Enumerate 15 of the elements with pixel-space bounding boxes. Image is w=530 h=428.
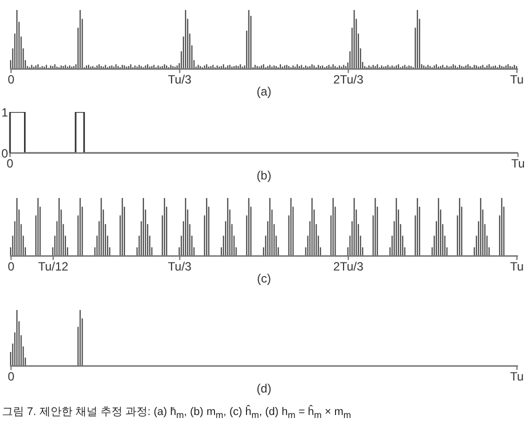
x-axis-title: (d) [256,382,272,396]
x-tick-label: Tu [511,156,525,171]
x-axis-title: (a) [256,84,272,99]
y-tick-label: 1 [1,105,8,120]
text: 그림 7. 제안한 채널 추정 과정: (a) h̄$_{m}$, (b) m$_{m}$, (c) ĥ$_{m}$, (d) h$_{m}$ = ĥ$_{m}$ × m$_{m}$ [2,406,352,420]
x-tick-label: Tu [510,370,524,384]
x-tick-label: Tu [510,260,524,274]
x-tick-label: Tu/3 [168,72,192,87]
x-tick-label: 2Tu/3 [333,260,364,274]
x-tick-label: Tu/12 [38,260,69,274]
x-tick-label: Tu [510,72,524,87]
x-tick-label: Tu/3 [168,260,192,274]
x-tick-label: 2Tu/3 [333,72,364,87]
x-axis-title: (c) [257,272,271,286]
x-axis-title: (b) [256,168,272,183]
